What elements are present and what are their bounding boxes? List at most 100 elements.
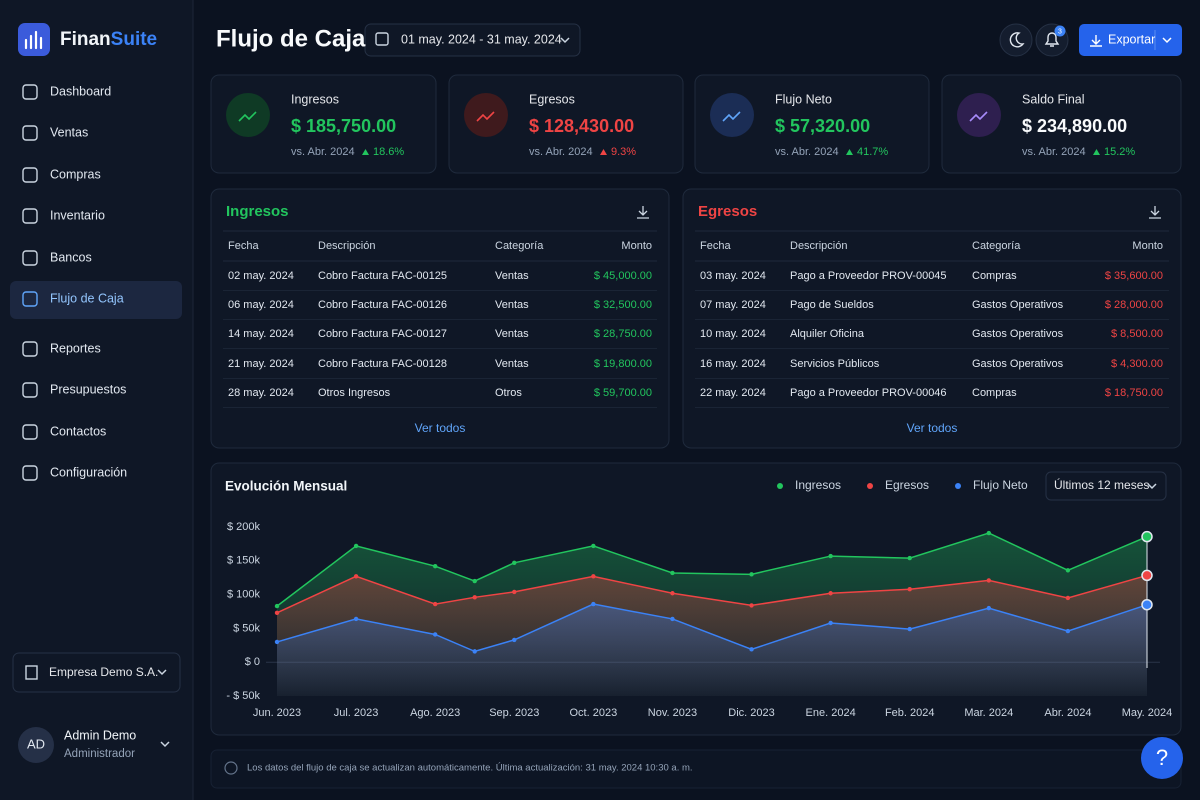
nav-item[interactable]: Compras [50,167,101,181]
data-point[interactable] [591,543,596,549]
data-point[interactable] [1141,569,1153,582]
data-point[interactable] [1141,530,1153,543]
chevron[interactable] [160,741,170,748]
data-point[interactable] [986,578,992,583]
nav-item[interactable]: Bancos [50,250,92,264]
data-point[interactable] [828,553,833,559]
data-point[interactable] [828,620,833,626]
kpi-label: Saldo Final [1022,92,1085,106]
table-card [210,188,670,449]
kpi-icon [969,111,988,122]
nav-item[interactable]: Ventas [50,125,88,139]
table-cell: $ 32,500.00 [594,299,652,311]
data-point[interactable] [512,637,517,643]
data-point[interactable] [432,601,438,607]
nav-icon [22,84,38,100]
data-point[interactable] [432,632,438,637]
data-point[interactable] [907,555,912,561]
nav-item[interactable]: Contactos [50,424,106,438]
x-tick-label: Feb. 2024 [885,707,935,719]
data-point[interactable] [907,626,912,632]
footer-note: Los datos del flujo de caja se actualiza… [247,763,693,774]
data-point[interactable] [472,595,477,600]
data-point[interactable] [353,616,359,622]
y-tick-label: $ 150k [227,555,261,567]
download-icon [1149,206,1161,219]
table-cell: Cobro Factura FAC-00128 [318,358,447,370]
kpi-arrow [600,149,607,155]
data-point[interactable] [1065,595,1071,601]
kpi-card [694,74,930,174]
data-point[interactable] [274,610,280,616]
kpi-card [941,74,1182,174]
data-point[interactable] [512,560,517,566]
brand-part: Finan [60,29,111,50]
data-point[interactable] [1065,628,1071,634]
table-cell: $ 28,000.00 [1105,299,1163,311]
column-header: Monto [621,240,652,252]
company-icon [25,665,38,680]
data-point[interactable] [670,570,675,576]
kpi-arrow [1093,149,1100,155]
kpi-value: $ 57,320.00 [775,116,870,136]
table-cell: Pago a Proveedor PROV-00046 [790,387,947,399]
help-button[interactable] [1141,737,1183,779]
range-select[interactable] [1045,471,1167,501]
data-point[interactable] [1141,598,1153,611]
data-point[interactable] [591,574,596,579]
table-cell: Pago a Proveedor PROV-00045 [790,270,947,282]
column-header: Categoría [972,240,1021,252]
table-cell: Otros Ingresos [318,387,391,399]
plot [274,530,1153,696]
table-cell: Ventas [495,358,529,370]
data-point[interactable] [749,647,754,652]
export-icon [1090,35,1102,47]
table-title: Egresos [698,203,757,220]
data-point[interactable] [353,574,359,579]
chart-title: Evolución Mensual [225,479,347,494]
brand-part: Suite [111,29,157,50]
x-tick-label: May. 2024 [1122,707,1173,719]
nav-item[interactable]: Presupuestos [50,382,126,396]
x-tick-label: Jun. 2023 [253,707,301,719]
data-point[interactable] [353,543,359,549]
nav-item[interactable]: Flujo de Caja [50,291,124,305]
data-point[interactable] [986,605,992,611]
data-point[interactable] [274,639,280,645]
date-picker[interactable] [364,23,581,57]
data-point[interactable] [512,589,517,595]
data-point[interactable] [472,649,477,654]
data-point[interactable] [432,564,438,569]
data-point[interactable] [670,591,675,596]
nav-icon [22,424,38,440]
data-point[interactable] [749,603,754,608]
data-point[interactable] [986,530,992,536]
table-cell: Gastos Operativos [972,358,1064,370]
data-point[interactable] [1065,568,1071,573]
calendar-icon [375,32,389,46]
export-button[interactable] [1079,24,1182,56]
nav-item[interactable]: Inventario [50,208,105,222]
x-tick-label: Sep. 2023 [489,707,539,719]
data-point[interactable] [274,603,280,609]
legend-label: Egresos [885,478,929,492]
data-point[interactable] [749,572,754,577]
table-cell: Compras [972,387,1017,399]
nav-item[interactable]: Dashboard [50,84,111,98]
help-label[interactable]: ? [1156,745,1168,770]
data-point[interactable] [828,591,833,596]
nav-item[interactable]: Configuración [50,465,127,479]
avatar[interactable] [18,727,54,763]
brand-logo [18,23,50,56]
legend-label: Ingresos [795,478,841,492]
data-point[interactable] [670,616,675,622]
data-point[interactable] [472,578,477,584]
nav-item[interactable]: Reportes [50,341,101,355]
export-label[interactable]: Exportar [1108,32,1155,46]
data-point[interactable] [591,601,596,607]
view-all-link[interactable]: Ver todos [415,421,466,435]
view-all-link[interactable]: Ver todos [907,421,958,435]
company-select[interactable] [12,652,181,693]
data-point[interactable] [907,586,912,592]
table-cell: 16 may. 2024 [700,358,766,370]
